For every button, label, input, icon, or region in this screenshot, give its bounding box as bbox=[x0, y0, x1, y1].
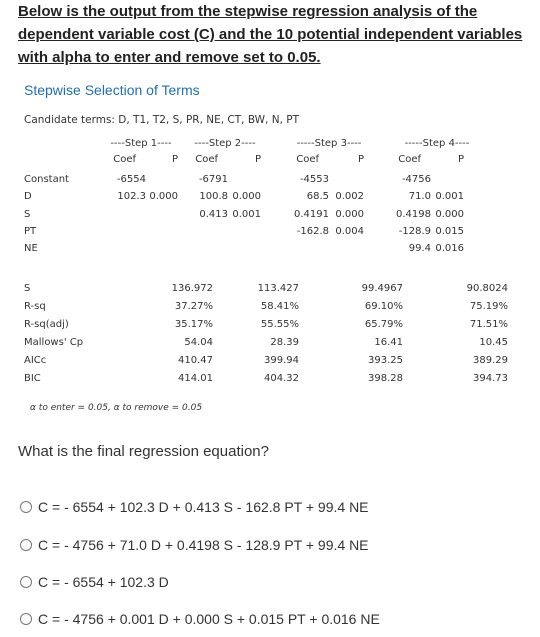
coef-value: -4756 bbox=[401, 174, 431, 185]
coef-value: 0.4198 bbox=[396, 208, 431, 220]
stepwise-output: Stepwise Selection of Terms Candidate te… bbox=[18, 78, 533, 418]
stat-value: 71.51% bbox=[469, 319, 508, 330]
coef-value: -162.8 bbox=[296, 225, 329, 237]
term-label: S bbox=[24, 208, 31, 220]
option-label: C = - 6554 + 102.3 D bbox=[38, 574, 169, 590]
stat-value: 399.94 bbox=[264, 355, 299, 366]
step-header: -----Step 4---- bbox=[404, 138, 470, 149]
coef-value: -4553 bbox=[299, 174, 329, 185]
answer-option-3[interactable]: C = - 6554 + 102.3 D bbox=[20, 571, 169, 593]
coef-value: -6791 bbox=[198, 174, 228, 185]
stat-value: 10.45 bbox=[479, 337, 508, 348]
option-label: C = - 4756 + 71.0 D + 0.4198 S - 128.9 P… bbox=[38, 537, 369, 553]
term-label: D bbox=[24, 191, 32, 203]
p-header: P bbox=[171, 154, 178, 165]
step-header: -----Step 3---- bbox=[296, 138, 362, 149]
p-value: 0.004 bbox=[335, 225, 364, 237]
intro-text: Below is the output from the stepwise re… bbox=[18, 3, 523, 66]
p-header: P bbox=[254, 154, 261, 165]
stat-value: 404.32 bbox=[264, 373, 299, 384]
stat-value: 55.55% bbox=[260, 319, 299, 330]
coef-value: 71.0 bbox=[408, 191, 431, 203]
radio-button[interactable] bbox=[20, 501, 32, 513]
stat-value: 75.19% bbox=[469, 301, 508, 312]
stat-value: 414.01 bbox=[178, 373, 213, 384]
stat-value: 35.17% bbox=[174, 319, 213, 330]
stat-value: 16.41 bbox=[374, 337, 403, 348]
term-label: Constant bbox=[24, 174, 69, 185]
stat-value: 37.27% bbox=[174, 301, 213, 312]
coef-value: 68.5 bbox=[306, 191, 329, 203]
stat-value: 28.39 bbox=[270, 337, 299, 348]
coef-value: -128.9 bbox=[398, 225, 431, 237]
stat-value: 69.10% bbox=[364, 301, 403, 312]
stat-value: 113.427 bbox=[257, 283, 299, 294]
option-label: C = - 4756 + 0.001 D + 0.000 S + 0.015 P… bbox=[38, 611, 380, 627]
p-header: P bbox=[357, 154, 364, 165]
term-label: PT bbox=[24, 225, 37, 237]
step-header: ----Step 1---- bbox=[110, 138, 172, 149]
stat-label: R-sq bbox=[24, 301, 46, 312]
section-heading: Stepwise Selection of Terms bbox=[24, 82, 200, 98]
question-text: What is the final regression equation? bbox=[18, 443, 269, 460]
p-value: 0.000 bbox=[149, 191, 178, 203]
p-header: P bbox=[457, 154, 464, 165]
step-header: ----Step 2---- bbox=[194, 138, 256, 149]
coef-header: Coef bbox=[195, 154, 218, 165]
radio-button[interactable] bbox=[20, 613, 32, 625]
coef-header: Coef bbox=[296, 154, 319, 165]
p-value: 0.001 bbox=[232, 208, 261, 220]
coef-value: 102.3 bbox=[117, 191, 146, 203]
option-label: C = - 6554 + 102.3 D + 0.413 S - 162.8 P… bbox=[38, 499, 369, 515]
stat-value: 58.41% bbox=[260, 301, 299, 312]
stat-value: 54.04 bbox=[184, 337, 213, 348]
p-value: 0.000 bbox=[435, 208, 464, 220]
stat-label: R-sq(adj) bbox=[24, 319, 69, 330]
coef-header: Coef bbox=[113, 154, 136, 165]
term-label: NE bbox=[24, 243, 38, 255]
answer-option-4[interactable]: C = - 4756 + 0.001 D + 0.000 S + 0.015 P… bbox=[20, 608, 380, 630]
candidate-terms: Candidate terms: D, T1, T2, S, PR, NE, C… bbox=[24, 114, 299, 126]
stat-value: 90.8024 bbox=[466, 283, 508, 294]
p-value: 0.000 bbox=[232, 191, 261, 203]
p-value: 0.001 bbox=[435, 191, 464, 203]
stat-label: S bbox=[24, 283, 31, 294]
coef-value: 100.8 bbox=[199, 191, 228, 203]
p-value: 0.000 bbox=[335, 208, 364, 220]
answer-option-2[interactable]: C = - 4756 + 71.0 D + 0.4198 S - 128.9 P… bbox=[20, 534, 369, 556]
coef-value: 99.4 bbox=[408, 243, 431, 255]
stat-label: Mallows' Cp bbox=[24, 337, 84, 348]
coef-header: Coef bbox=[398, 154, 421, 165]
stat-value: 410.47 bbox=[178, 355, 213, 366]
stat-value: 398.28 bbox=[368, 373, 403, 384]
stat-value: 393.25 bbox=[368, 355, 403, 366]
coef-value: 0.413 bbox=[199, 208, 228, 220]
coef-value: -6554 bbox=[116, 174, 146, 185]
stat-value: 136.972 bbox=[171, 283, 213, 294]
p-value: 0.015 bbox=[435, 225, 464, 237]
stat-value: 99.4967 bbox=[361, 283, 403, 294]
stat-label: BIC bbox=[24, 373, 41, 384]
coef-value: 0.4191 bbox=[294, 208, 329, 220]
p-value: 0.016 bbox=[435, 243, 464, 255]
alpha-note: α to enter = 0.05, α to remove = 0.05 bbox=[30, 403, 203, 413]
radio-button[interactable] bbox=[20, 539, 32, 551]
stat-value: 394.73 bbox=[473, 373, 508, 384]
stat-value: 389.29 bbox=[473, 355, 508, 366]
radio-button[interactable] bbox=[20, 576, 32, 588]
p-value: 0.002 bbox=[335, 191, 364, 203]
answer-option-1[interactable]: C = - 6554 + 102.3 D + 0.413 S - 162.8 P… bbox=[20, 496, 369, 518]
stat-value: 65.79% bbox=[364, 319, 403, 330]
stat-label: AICc bbox=[24, 355, 47, 366]
